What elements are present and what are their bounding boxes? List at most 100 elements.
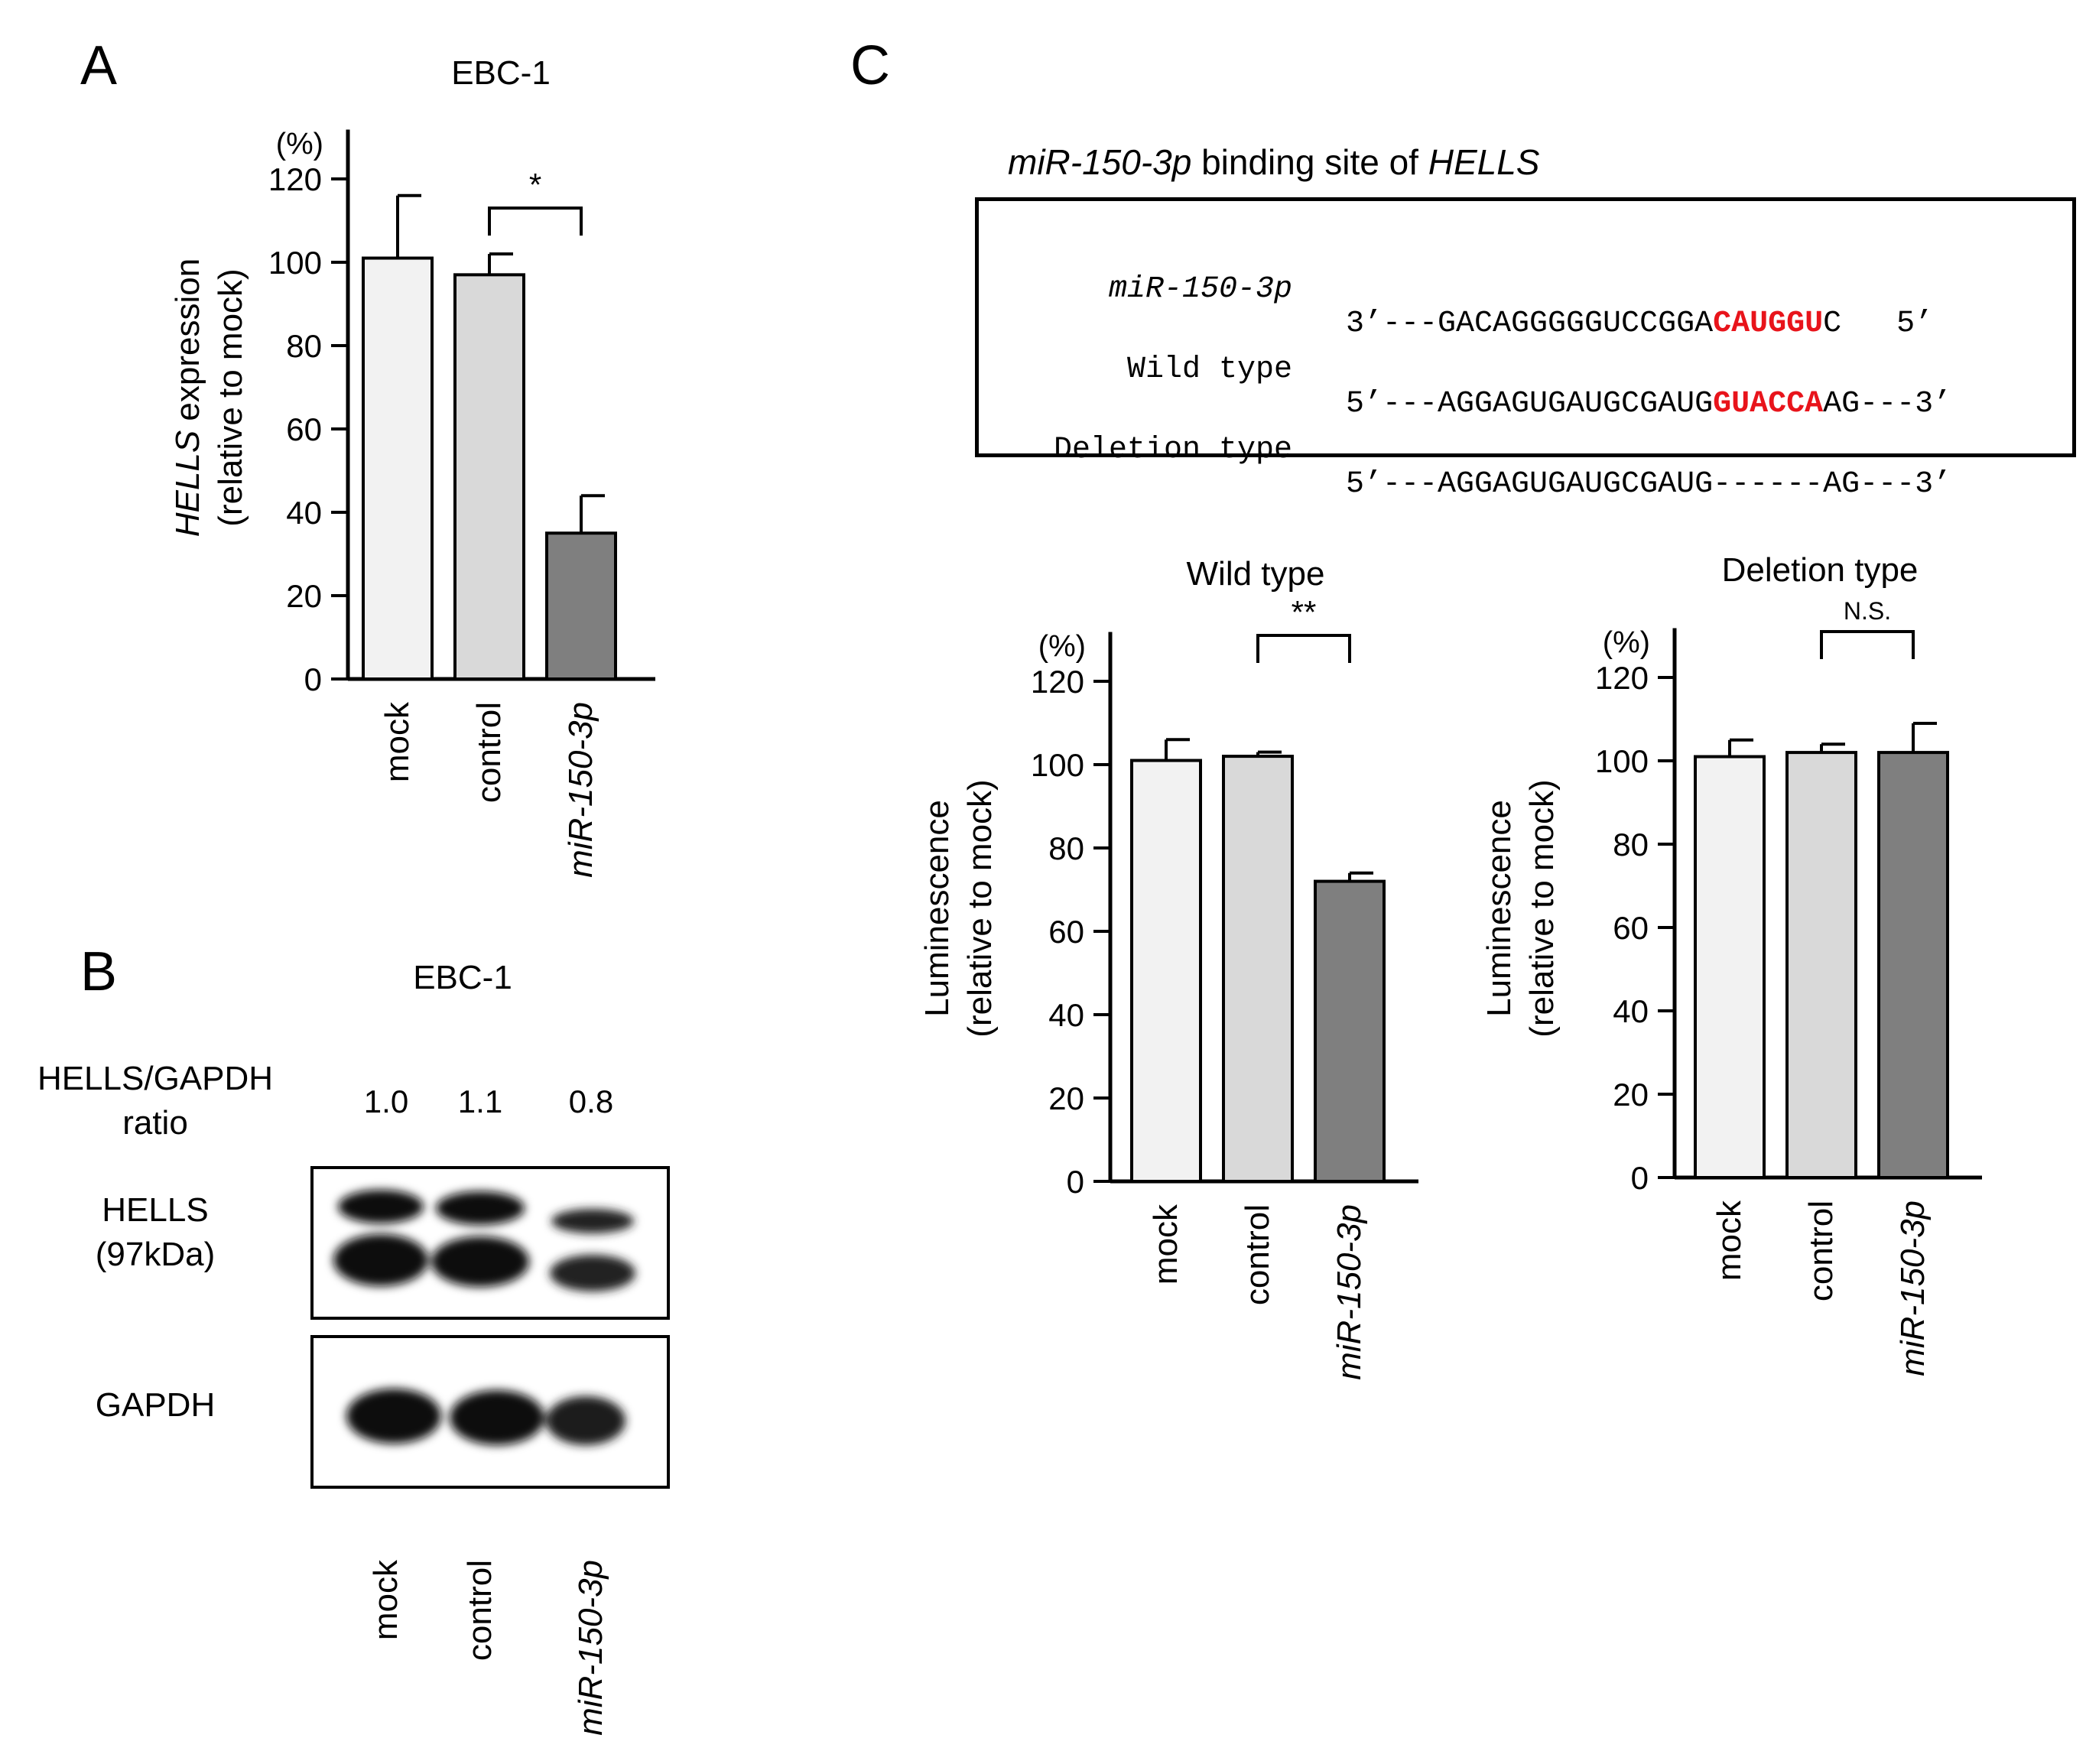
significance-bracket xyxy=(1820,630,1915,660)
y-tick-label: 120 xyxy=(1595,660,1649,696)
binding-site-box: miR-150-3p 3’---GACAGGGGGUCCGGACAUGGUC 5… xyxy=(975,197,2076,502)
gapdh-band-mock xyxy=(346,1389,441,1444)
bar-mock xyxy=(1694,755,1766,1179)
hells-blot-bands xyxy=(333,1190,635,1291)
gapdh-band-control xyxy=(450,1390,544,1445)
y-axis-label-line1: HELLS expression xyxy=(169,258,206,537)
bar-miR-150-3p xyxy=(1314,879,1386,1183)
significance-label: ** xyxy=(1292,594,1317,630)
panel-label-a: A xyxy=(80,35,117,96)
bar-miR-150-3p xyxy=(545,531,617,681)
seq-wild-pre: 5’---AGGAGUGAUGCGAUG xyxy=(1346,387,1714,421)
y-tick-label: 20 xyxy=(286,578,322,614)
y-tick-label: 40 xyxy=(1613,993,1649,1029)
y-tick-label: 0 xyxy=(304,661,322,697)
unit-label: (%) xyxy=(276,128,323,161)
x-tick-label-mock: mock xyxy=(1711,1200,1748,1281)
y-axis-label: HELLS expression (relative to mock) xyxy=(169,258,249,537)
x-tick-label-miR-150-3p: miR-150-3p xyxy=(1331,1204,1368,1380)
y-axis-label-rest: expression xyxy=(169,258,206,430)
y-axis-label-line2: (relative to mock) xyxy=(961,779,999,1037)
significance-bracket xyxy=(1256,634,1351,664)
seq-mirna-pre: 3’---GACAGGGGGUCCGGA xyxy=(1346,307,1714,341)
gapdh-band-mir xyxy=(546,1396,625,1445)
unit-label: (%) xyxy=(1603,626,1650,660)
western-lane-labels: mock control miR-150-3p xyxy=(367,1559,609,1736)
binding-title-gene: HELLS xyxy=(1428,142,1540,182)
y-tick-label: 100 xyxy=(1031,747,1084,783)
hells-band-control-lower xyxy=(431,1236,529,1287)
seq-mirna-post: C 5’ xyxy=(1823,307,1934,341)
x-tick-label-control: control xyxy=(1802,1200,1840,1301)
hells-blot-label-line2: (97kDa) xyxy=(96,1236,216,1273)
ratio-label-line1: HELLS/GAPDH xyxy=(37,1060,273,1097)
y-axis-label: Luminescence (relative to mock) xyxy=(1480,779,1561,1037)
western-blot-panel: EBC-1 HELLS/GAPDH ratio 1.0 1.1 0.8 HELL… xyxy=(37,959,670,1736)
seq-wild-site: GUACCA xyxy=(1713,387,1824,421)
y-tick-label: 80 xyxy=(1048,830,1084,866)
bar-control xyxy=(1785,751,1857,1179)
hells-band-mock-lower xyxy=(333,1234,428,1286)
y-tick-label: 100 xyxy=(1595,743,1649,779)
y-tick-label: 60 xyxy=(1048,914,1084,950)
seq-label-mirna: miR-150-3p xyxy=(1108,272,1292,307)
y-tick-label: 60 xyxy=(286,411,322,447)
y-axis-label-line1: Luminescence xyxy=(918,800,956,1017)
significance-bracket xyxy=(488,206,583,236)
x-tick-label-mock: mock xyxy=(1147,1204,1184,1285)
chart-title: Wild type xyxy=(1187,555,1325,593)
seq-label-wild: Wild type xyxy=(1126,352,1292,387)
y-axis-label-line2: (relative to mock) xyxy=(1523,779,1561,1037)
bar-miR-150-3p xyxy=(1877,751,1949,1179)
y-axis-label-gene: HELLS xyxy=(169,430,206,537)
lane-label-control: control xyxy=(461,1560,499,1661)
y-axis-label: Luminescence (relative to mock) xyxy=(918,779,999,1037)
binding-title-mid: binding site of xyxy=(1191,142,1428,182)
bar-mock xyxy=(1130,759,1202,1183)
y-tick-label: 100 xyxy=(268,245,322,281)
seq-text-mirna: 3’---GACAGGGGGUCCGGACAUGGUC 5’ xyxy=(1346,307,1933,341)
western-title: EBC-1 xyxy=(413,959,512,996)
seq-row-deletion: Deletion type 5’---AGGAGUGAUGCGAUG------… xyxy=(979,398,1951,536)
unit-label: (%) xyxy=(1038,630,1086,664)
lane-label-miR-150-3p: miR-150-3p xyxy=(572,1560,609,1736)
hells-band-mir-upper xyxy=(551,1209,634,1233)
panel-label-b: B xyxy=(80,941,117,1002)
significance-label: N.S. xyxy=(1844,597,1891,625)
seq-wild-post: AG---3’ xyxy=(1823,387,1952,421)
seq-label-deletion: Deletion type xyxy=(1053,433,1292,467)
y-tick-label: 120 xyxy=(1031,664,1084,700)
y-tick-label: 40 xyxy=(286,495,322,531)
ratio-value-mock: 1.0 xyxy=(364,1083,408,1119)
y-axis-label-line1: Luminescence xyxy=(1480,800,1518,1017)
binding-title: miR-150-3p binding site of HELLS xyxy=(1008,142,1540,182)
x-tick-label-mock: mock xyxy=(379,701,416,782)
bar-control xyxy=(453,273,525,681)
y-tick-label: 80 xyxy=(1613,827,1649,863)
y-tick-label: 0 xyxy=(1067,1164,1084,1200)
ratio-value-control: 1.1 xyxy=(458,1083,502,1119)
chart-a-expression: EBC-1 (%) HELLS expression (relative to moc… xyxy=(169,54,655,878)
hells-band-mir-lower xyxy=(550,1255,635,1291)
chart-c-deletion-type: Deletion type (%) Luminescence (relative to… xyxy=(1480,551,1982,1376)
y-tick-label: 120 xyxy=(268,161,322,197)
binding-title-mirna: miR-150-3p xyxy=(1008,142,1191,182)
hells-band-mock-upper xyxy=(338,1190,424,1223)
seq-text-wild: 5’---AGGAGUGAUGCGAUGGUACCAAG---3’ xyxy=(1346,387,1951,421)
significance-label: * xyxy=(529,167,541,203)
panel-label-c: C xyxy=(850,35,890,96)
y-tick-label: 20 xyxy=(1613,1077,1649,1113)
ratio-label-line2: ratio xyxy=(122,1104,188,1142)
chart-title: EBC-1 xyxy=(451,54,551,92)
seq-text-deletion: 5’---AGGAGUGAUGCGAUG------AG---3’ xyxy=(1346,467,1952,502)
y-tick-label: 20 xyxy=(1048,1080,1084,1116)
lane-label-mock: mock xyxy=(367,1559,405,1640)
chart-c-wild-type: Wild type (%) Luminescence (relative to moc… xyxy=(918,555,1418,1380)
seq-row-mirna: miR-150-3p 3’---GACAGGGGGUCCGGACAUGGUC 5… xyxy=(979,238,1933,375)
chart-title: Deletion type xyxy=(1722,551,1919,589)
y-tick-label: 0 xyxy=(1631,1160,1649,1196)
gapdh-blot-bands xyxy=(346,1389,625,1445)
x-tick-label-miR-150-3p: miR-150-3p xyxy=(1894,1200,1932,1376)
y-tick-label: 40 xyxy=(1048,997,1084,1033)
